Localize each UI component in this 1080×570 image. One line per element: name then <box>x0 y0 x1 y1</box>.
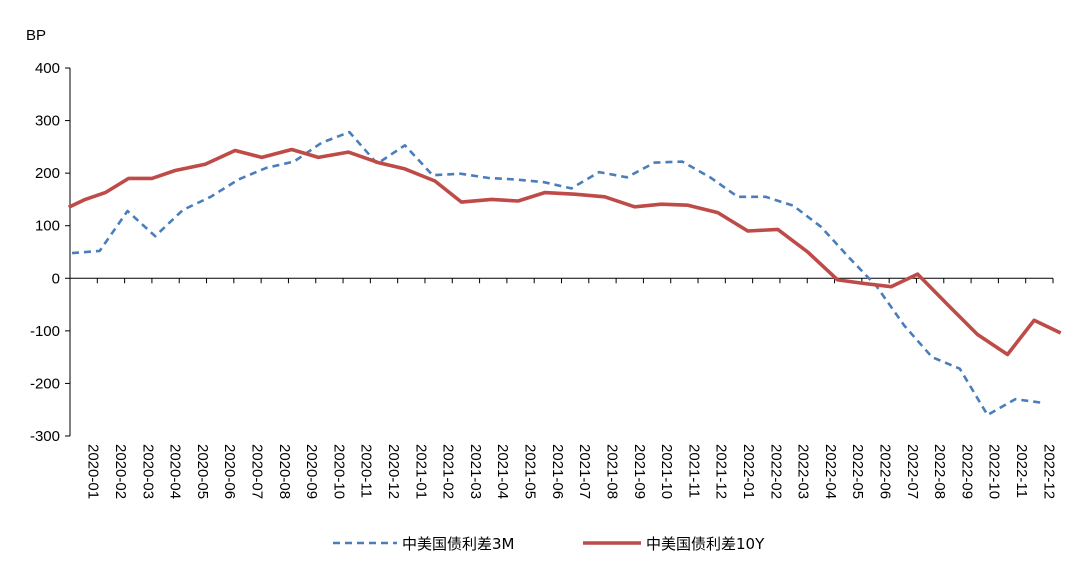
legend: 中美国债利差3M 中美国债利差10Y <box>333 535 765 553</box>
series-layer <box>67 130 1062 417</box>
x-tick-label: 2022-08 <box>931 444 948 499</box>
x-tick-label: 2021-06 <box>549 444 566 499</box>
x-tick-label: 2020-06 <box>221 444 238 499</box>
y-tick-label: 100 <box>35 218 60 235</box>
x-tick-label: 2021-03 <box>467 444 484 499</box>
x-tick-label: 2020-09 <box>303 444 320 499</box>
series-line-2 <box>67 147 1062 357</box>
series-line-1 <box>71 130 1044 417</box>
x-tick-label: 2021-05 <box>522 444 539 499</box>
y-tick-label: 300 <box>35 113 60 130</box>
x-tick-label: 2020-03 <box>139 444 156 499</box>
x-tick-label: 2020-07 <box>248 444 265 499</box>
axes-layer: 400 300 200 100 0 -100 -200 -300 BP 2020-01 2020-0… <box>26 27 1057 499</box>
x-tick-label: 2021-12 <box>713 444 730 499</box>
x-tick-label: 2021-09 <box>631 444 648 499</box>
x-tick-label: 2021-11 <box>685 444 702 498</box>
x-tick-label: 2020-02 <box>112 444 129 499</box>
x-tick-label: 2022-11 <box>1013 444 1030 498</box>
y-tick-label: 200 <box>35 165 60 182</box>
y-tick-label: 0 <box>52 270 60 287</box>
x-tick-label: 2022-02 <box>767 444 784 499</box>
x-tick-label: 2020-10 <box>330 444 347 499</box>
x-tick-label: 2020-12 <box>385 444 402 499</box>
x-tick-label: 2020-05 <box>194 444 211 499</box>
x-tick-label: 2022-01 <box>740 444 757 499</box>
x-tick-label: 2021-10 <box>658 444 675 499</box>
x-tick-label: 2020-11 <box>358 444 375 498</box>
x-tick-label: 2020-08 <box>276 444 293 499</box>
x-tick-label: 2020-04 <box>167 444 184 499</box>
x-tick-label: 2022-09 <box>958 444 975 499</box>
x-tick-label: 2021-02 <box>440 444 457 499</box>
y-tick-label: -300 <box>30 428 60 445</box>
x-tick-label: 2022-07 <box>904 444 921 499</box>
x-tick-label: 2021-07 <box>576 444 593 499</box>
x-tick-label: 2022-04 <box>822 444 839 499</box>
y-tick-label: 400 <box>35 60 60 77</box>
x-tick-label: 2022-05 <box>849 444 866 499</box>
x-tick-label: 2021-08 <box>603 444 620 499</box>
x-tick-label: 2021-04 <box>494 444 511 499</box>
x-tick-label: 2022-06 <box>877 444 894 499</box>
x-tick-label: 2022-12 <box>1040 444 1057 499</box>
y-tick-label: -200 <box>30 375 60 392</box>
x-tick-label: 2022-10 <box>986 444 1003 499</box>
y-tick-label: -100 <box>30 323 60 340</box>
legend-label-1: 中美国债利差3M <box>402 535 515 553</box>
y-axis-unit-label: BP <box>26 27 46 44</box>
legend-label-2: 中美国债利差10Y <box>646 535 765 553</box>
x-tick-label: 2021-01 <box>412 444 429 499</box>
x-tick-label: 2020-01 <box>85 444 102 499</box>
x-tick-label: 2022-03 <box>795 444 812 499</box>
